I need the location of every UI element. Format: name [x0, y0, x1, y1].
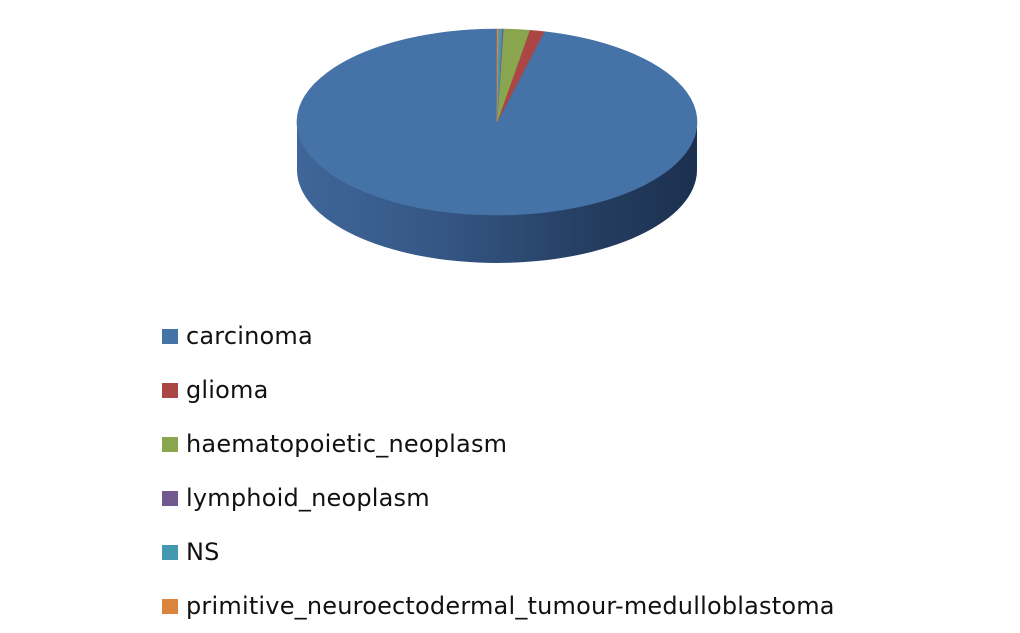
legend-swatch-haematopoietic-neoplasm: [162, 436, 178, 452]
legend-item-haematopoietic-neoplasm: haematopoietic_neoplasm: [162, 417, 835, 471]
legend: carcinoma glioma haematopoietic_neoplasm…: [162, 309, 835, 633]
legend-swatch-glioma: [162, 382, 178, 398]
pie-slices: [296, 28, 698, 216]
legend-item-lymphoid-neoplasm: lymphoid_neoplasm: [162, 471, 835, 525]
legend-swatch-carcinoma: [162, 328, 178, 344]
legend-label-glioma: glioma: [186, 376, 269, 404]
legend-swatch-pnet-medulloblastoma: [162, 598, 178, 614]
legend-label-pnet-medulloblastoma: primitive_neuroectodermal_tumour-medullo…: [186, 592, 835, 620]
legend-label-ns: NS: [186, 538, 220, 566]
legend-label-haematopoietic-neoplasm: haematopoietic_neoplasm: [186, 430, 508, 458]
legend-label-lymphoid-neoplasm: lymphoid_neoplasm: [186, 484, 430, 512]
legend-swatch-ns: [162, 544, 178, 560]
legend-item-carcinoma: carcinoma: [162, 309, 835, 363]
legend-item-pnet-medulloblastoma: primitive_neuroectodermal_tumour-medullo…: [162, 579, 835, 633]
legend-label-carcinoma: carcinoma: [186, 322, 313, 350]
pie-chart: [296, 28, 698, 263]
pie-side: [297, 122, 697, 263]
legend-swatch-lymphoid-neoplasm: [162, 490, 178, 506]
pie-slice-primitive-neuroectodermal-tumour-medulloblastoma: [496, 28, 499, 123]
legend-item-glioma: glioma: [162, 363, 835, 417]
legend-item-ns: NS: [162, 525, 835, 579]
